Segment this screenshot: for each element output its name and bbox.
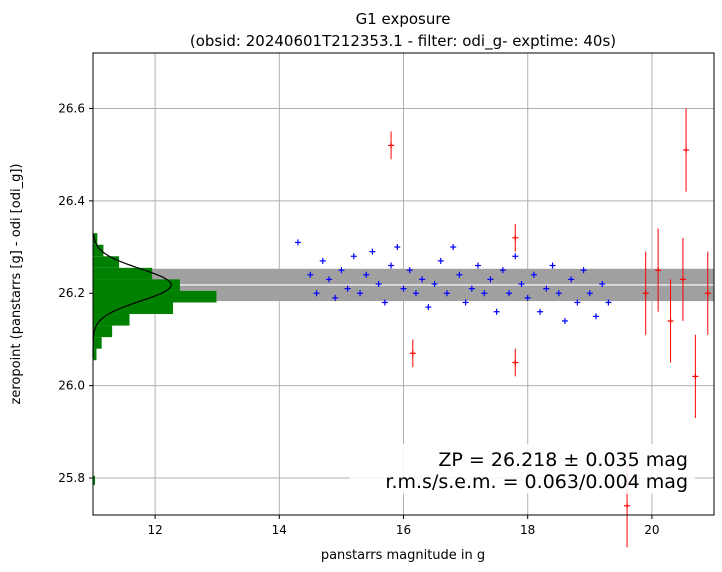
rejected-star-point: [512, 359, 519, 366]
histogram-bar: [93, 290, 217, 303]
used-star-point: [568, 276, 575, 283]
used-star-point: [431, 281, 438, 287]
rejected-star-point: [679, 276, 686, 283]
used-star-point: [499, 267, 506, 274]
x-axis-label: panstarrs magnitude in g: [321, 548, 485, 563]
rejected-star-point: [655, 267, 662, 274]
used-star-point: [319, 257, 326, 264]
rejected-star-point: [624, 502, 631, 509]
y-tick-label: 25.8: [58, 471, 85, 485]
zeropoint-annotation: ZP = 26.218 ± 0.035 mag r.m.s/s.e.m. = 0…: [350, 444, 695, 494]
x-tick-label: 12: [147, 523, 162, 537]
histogram-bar: [93, 314, 130, 326]
rejected-star-point: [409, 350, 416, 357]
used-star-point: [325, 276, 332, 283]
chart-subtitle: (obsid: 20240601T212353.1 - filter: odi_…: [190, 32, 616, 51]
rejected-star-point: [667, 317, 674, 324]
used-star-point: [369, 248, 376, 255]
used-star-point: [375, 281, 382, 287]
y-tick-label: 26.2: [58, 286, 85, 300]
used-star-point: [425, 304, 432, 311]
histogram-bar: [93, 279, 180, 291]
used-star-point: [518, 281, 525, 287]
y-tick-label: 26.4: [58, 194, 85, 208]
rejected-star-point: [704, 290, 711, 297]
used-star-point: [512, 253, 519, 260]
used-star-point: [493, 308, 500, 315]
used-star-point: [599, 281, 606, 287]
used-star-point: [468, 285, 475, 292]
rejected-star-point: [512, 234, 519, 241]
used-star-point: [437, 257, 444, 264]
used-star-point: [462, 299, 469, 306]
stars-layer: [294, 108, 711, 548]
used-star-point: [406, 267, 413, 274]
annotation-rms-text: r.m.s/s.e.m. = 0.063/0.004 mag: [385, 471, 688, 493]
x-tick-label: 20: [644, 523, 659, 537]
histogram-bar: [93, 325, 113, 338]
histogram-outlier-bar: [93, 475, 95, 485]
used-star-point: [394, 244, 401, 251]
used-star-point: [593, 313, 600, 320]
y-tick-label: 26.6: [58, 101, 85, 115]
used-star-point: [412, 290, 419, 297]
histogram-bar: [93, 267, 153, 280]
used-star-point: [537, 308, 544, 315]
used-star-point: [381, 299, 388, 306]
used-star-point: [574, 299, 581, 306]
used-star-point: [524, 294, 531, 301]
used-star-point: [506, 290, 513, 297]
histogram-layer: [92, 233, 217, 485]
used-star-point: [456, 271, 463, 278]
used-star-point: [543, 285, 550, 292]
rejected-star-point: [642, 290, 649, 297]
used-star-point: [332, 294, 339, 301]
histogram-bar: [93, 337, 102, 349]
used-star-point: [450, 244, 457, 251]
used-star-point: [580, 267, 587, 274]
histogram-bar: [93, 256, 120, 268]
annotation-background: [350, 444, 695, 494]
used-star-point: [338, 267, 345, 274]
annotation-zeropoint-text: ZP = 26.218 ± 0.035 mag: [438, 449, 688, 471]
histogram-bar: [93, 244, 104, 257]
chart-title: G1 exposure: [356, 10, 451, 28]
used-star-point: [487, 276, 494, 283]
used-star-point: [549, 262, 556, 269]
used-star-point: [363, 271, 370, 278]
x-tick-label: 14: [272, 523, 287, 537]
used-star-point: [561, 317, 568, 324]
rejected-star-point: [683, 147, 690, 154]
x-tick-label: 18: [520, 523, 535, 537]
used-star-point: [481, 290, 488, 297]
x-axis-ticks: 12 14 16 18 20: [147, 515, 660, 537]
used-star-point: [294, 239, 301, 246]
used-star-point: [586, 290, 593, 297]
y-axis-ticks: 25.8 26.0 26.2 26.4 26.6: [58, 101, 93, 485]
used-star-point: [313, 290, 320, 297]
used-star-point: [344, 285, 351, 292]
y-axis-label: zeropoint (panstarrs [g] - odi [odi_g]): [9, 164, 24, 405]
used-star-point: [388, 262, 395, 269]
used-star-point: [475, 262, 482, 269]
used-star-point: [400, 285, 407, 292]
used-star-point: [530, 271, 537, 278]
histogram-bar: [93, 233, 98, 245]
used-star-point: [357, 290, 364, 297]
rejected-star-point: [692, 373, 699, 380]
used-star-point: [307, 271, 314, 278]
rejected-star-point: [388, 142, 395, 149]
used-star-point: [555, 290, 562, 297]
used-star-point: [605, 299, 612, 306]
y-tick-label: 26.0: [58, 379, 85, 393]
used-star-point: [443, 290, 450, 297]
histogram-bar: [93, 302, 173, 315]
used-star-point: [350, 253, 357, 260]
used-star-point: [419, 276, 426, 283]
histogram-bar: [93, 348, 97, 361]
x-tick-label: 16: [396, 523, 411, 537]
